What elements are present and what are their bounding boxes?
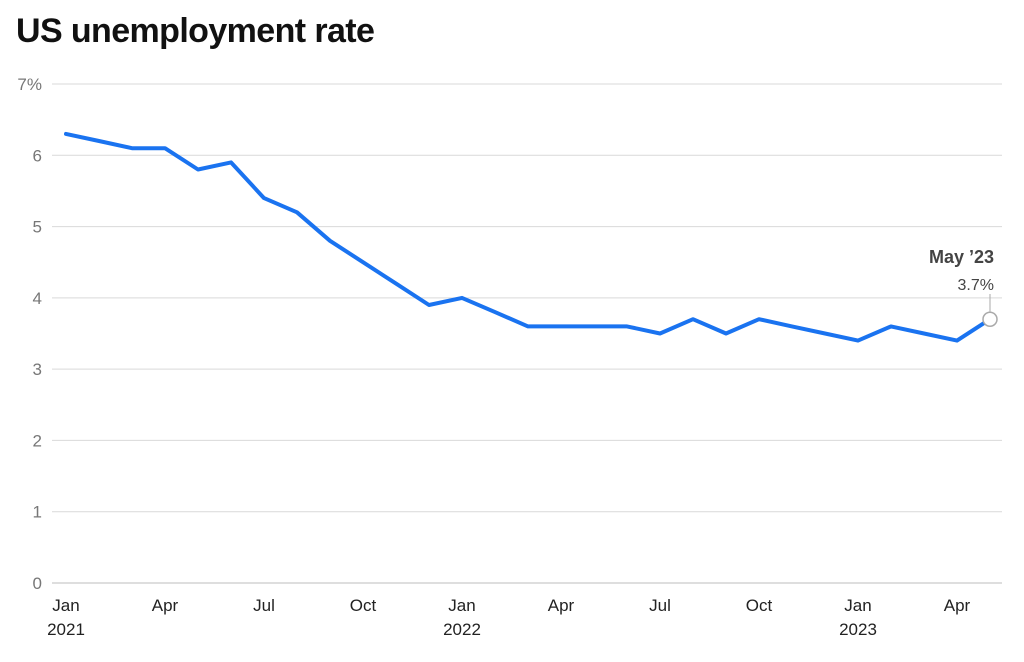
x-tick-label: Apr — [548, 596, 575, 615]
series-line-group — [64, 131, 992, 343]
x-tick-label: Apr — [944, 596, 971, 615]
x-tick-label: Jan — [448, 596, 475, 615]
x-tick-label: Oct — [350, 596, 377, 615]
x-tick-label: Jan — [844, 596, 871, 615]
x-tick-label: Jul — [253, 596, 275, 615]
x-tick-label: Apr — [152, 596, 179, 615]
annotation-value-label: 3.7% — [958, 277, 994, 294]
gridlines — [52, 83, 1002, 584]
y-tick-label: 3 — [33, 360, 42, 379]
chart-title: US unemployment rate — [16, 12, 375, 50]
x-tick-year-label: 2022 — [443, 620, 481, 639]
y-tick-label: 6 — [33, 146, 42, 165]
y-tick-label: 5 — [33, 218, 42, 237]
x-tick-label: Jul — [649, 596, 671, 615]
x-tick-label: Jan — [52, 596, 79, 615]
x-axis-ticks: Jan 2021 Apr Jul Oct Jan 2022 Apr Jul Oct Jan 2023 A… — [47, 596, 970, 639]
y-axis-ticks: 0 1 2 3 4 5 6 7% — [17, 75, 42, 593]
series-line — [64, 131, 992, 343]
annotation-marker — [982, 311, 998, 327]
annotation-date-label: May ’23 — [929, 247, 994, 267]
x-tick-year-label: 2021 — [47, 620, 85, 639]
y-tick-label: 4 — [33, 289, 42, 308]
x-tick-label: Oct — [746, 596, 773, 615]
y-tick-label: 7% — [17, 75, 42, 94]
y-tick-label: 1 — [33, 503, 42, 522]
y-tick-label: 2 — [33, 431, 42, 450]
y-tick-label: 0 — [33, 574, 42, 593]
x-tick-year-label: 2023 — [839, 620, 877, 639]
annotation-group: May ’23 3.7% — [929, 247, 998, 327]
